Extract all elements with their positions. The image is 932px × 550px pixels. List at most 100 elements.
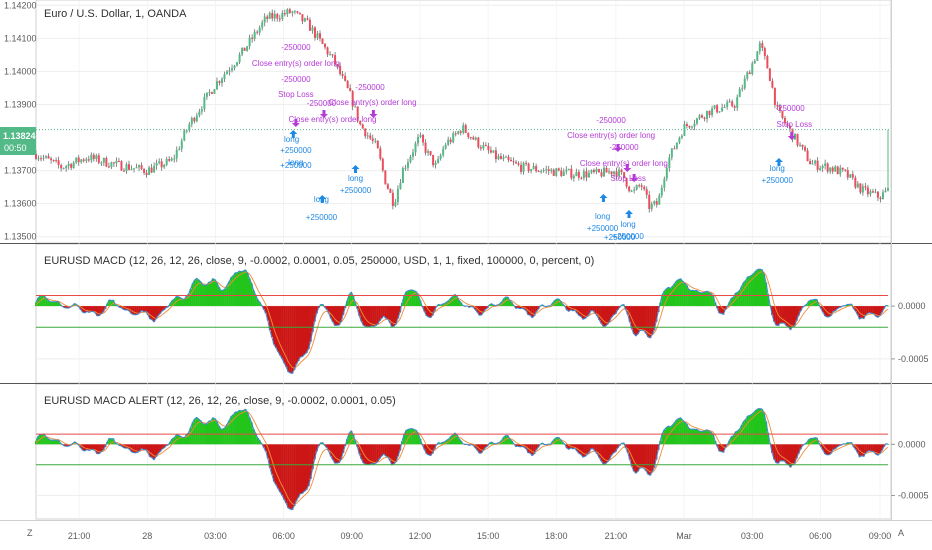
histogram-bar: [624, 306, 627, 310]
histogram-bar: [573, 306, 577, 311]
histogram-bar: [236, 411, 239, 445]
candle-body: [117, 160, 120, 162]
histogram-bar: [165, 444, 168, 446]
candle-body: [411, 152, 414, 157]
histogram-bar: [134, 306, 137, 315]
candle-body: [751, 63, 754, 75]
candle-body: [175, 149, 178, 159]
histogram-bar: [551, 441, 554, 445]
sell-arrow: [787, 132, 796, 140]
time-tick-label: 15:00: [477, 531, 500, 541]
time-tick-label: 09:00: [869, 531, 892, 541]
histogram-bar: [640, 444, 644, 468]
histogram-bar: [197, 279, 200, 307]
histogram-bar: [490, 442, 493, 445]
histogram-bar: [207, 282, 211, 307]
histogram-bar: [695, 429, 699, 445]
buy-arrow: [624, 210, 633, 218]
histogram-bar: [120, 306, 123, 308]
histogram-bar: [736, 430, 739, 445]
buy-arrow: [774, 158, 783, 166]
long-entry-label: +250000: [340, 186, 372, 195]
long-entry-label: +250000: [604, 233, 636, 242]
histogram-bar: [887, 444, 890, 445]
histogram-bar: [122, 444, 125, 448]
candle-body: [341, 74, 344, 76]
price-tick-label: 1.13600: [4, 199, 37, 209]
candle-body: [135, 167, 138, 169]
candle-body: [550, 169, 553, 172]
candle-body: [346, 80, 349, 89]
histogram-bar: [258, 302, 261, 307]
histogram-bar: [657, 306, 660, 312]
candle-body: [283, 12, 286, 15]
histogram-bar: [96, 444, 99, 454]
histogram-bar: [459, 440, 463, 445]
histogram-bar: [882, 306, 886, 309]
bar-countdown: 00:50: [4, 143, 27, 153]
histogram-bar: [152, 306, 156, 322]
candle-body: [444, 144, 447, 149]
candle-body: [525, 162, 528, 164]
histogram-bar: [834, 306, 837, 311]
histogram-bar: [207, 421, 211, 445]
histogram-bar: [714, 302, 717, 307]
histogram-bar: [655, 444, 658, 460]
histogram-bar: [423, 444, 426, 450]
histogram-bar: [264, 444, 267, 452]
candle-body: [685, 124, 688, 126]
histogram-bar: [636, 306, 640, 334]
candle-body: [766, 56, 769, 69]
histogram-bar: [409, 428, 412, 445]
histogram-bar: [240, 410, 243, 445]
candle-body: [711, 108, 714, 116]
candle-body: [741, 88, 744, 90]
candle-body: [261, 22, 264, 28]
histogram-bar: [868, 444, 871, 451]
histogram-bar: [638, 444, 642, 469]
histogram-bar: [606, 306, 609, 325]
candle-body: [173, 158, 176, 160]
histogram-bar: [701, 431, 705, 445]
candle-body: [721, 107, 724, 112]
histogram-bar: [661, 294, 664, 307]
candle-body: [489, 150, 492, 153]
macd-line: [35, 407, 889, 511]
histogram-bar: [608, 306, 611, 322]
macd-histogram: 0.0000 -0.0005: [35, 268, 929, 375]
indicator-tick-label: -0.0005: [898, 491, 929, 501]
candle-body: [180, 140, 183, 149]
auto-scale-button[interactable]: A: [898, 528, 904, 538]
long-entry-label: +250000: [280, 161, 312, 170]
histogram-bar: [553, 438, 556, 445]
histogram-bar: [712, 434, 715, 445]
histogram-bar: [388, 306, 392, 323]
candle-body: [537, 171, 540, 173]
histogram-bar: [234, 272, 237, 307]
histogram-bar: [567, 444, 570, 450]
histogram-bar: [187, 294, 190, 307]
histogram-bar: [281, 306, 284, 359]
histogram-bar: [581, 444, 585, 458]
candle-body: [361, 124, 364, 129]
candle-body: [610, 171, 613, 175]
histogram-bar: [823, 306, 827, 316]
histogram-bar: [795, 444, 798, 459]
price-tick-label: 1.13500: [4, 232, 37, 242]
histogram-bar: [337, 444, 341, 463]
histogram-bar: [413, 429, 416, 445]
candle-body: [668, 157, 671, 169]
histogram-bar: [573, 444, 577, 449]
indicator-tick-label: 0.0000: [898, 301, 926, 311]
candle-body: [532, 166, 535, 170]
zoom-button[interactable]: Z: [27, 528, 33, 538]
candle-body: [158, 161, 161, 163]
histogram-bar: [384, 444, 387, 457]
histogram-bar: [390, 306, 394, 328]
price-scale[interactable]: 1.14200 1.14100 1.14000 1.13900 1.13700 1.136…: [4, 0, 37, 241]
histogram-bar: [482, 444, 485, 451]
histogram-bar: [608, 444, 611, 460]
time-scale[interactable]: 21:00 28 03:00 06:00 09:00 12:00 15:00 18:00 21:…: [68, 531, 932, 541]
histogram-bar: [79, 306, 82, 310]
